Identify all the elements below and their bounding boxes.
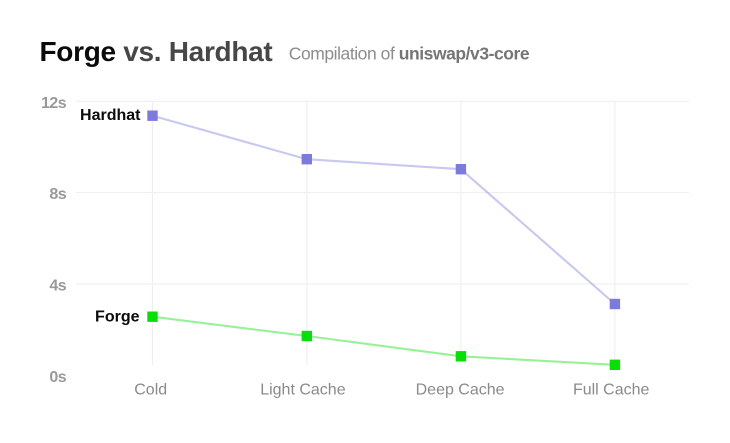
svg-text:Cold: Cold — [134, 381, 167, 398]
svg-text:4s: 4s — [49, 278, 66, 295]
svg-text:Forge vs. Hardhat: Forge vs. Hardhat — [40, 36, 273, 67]
svg-text:Hardhat: Hardhat — [80, 107, 141, 124]
svg-text:Forge: Forge — [95, 309, 140, 326]
svg-text:Light Cache: Light Cache — [260, 381, 345, 398]
svg-text:0s: 0s — [49, 369, 66, 386]
svg-text:Full Cache: Full Cache — [573, 381, 650, 398]
svg-text:12s: 12s — [41, 95, 67, 112]
svg-text:8s: 8s — [49, 186, 66, 203]
svg-text:Compilation of uniswap/v3-core: Compilation of uniswap/v3-core — [289, 43, 530, 63]
svg-text:Deep Cache: Deep Cache — [416, 381, 505, 398]
